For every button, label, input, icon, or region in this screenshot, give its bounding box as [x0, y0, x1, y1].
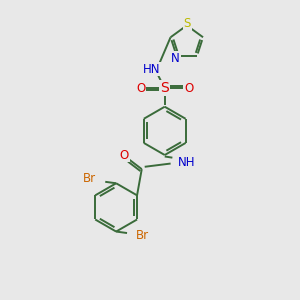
Text: S: S	[184, 16, 191, 30]
Text: Br: Br	[83, 172, 96, 185]
Text: NH: NH	[178, 156, 196, 169]
Text: O: O	[119, 148, 129, 161]
Text: N: N	[171, 52, 180, 65]
Text: S: S	[160, 81, 169, 95]
Text: Br: Br	[136, 230, 149, 242]
Text: HN: HN	[143, 62, 160, 76]
Text: O: O	[136, 82, 145, 95]
Text: O: O	[184, 82, 194, 95]
